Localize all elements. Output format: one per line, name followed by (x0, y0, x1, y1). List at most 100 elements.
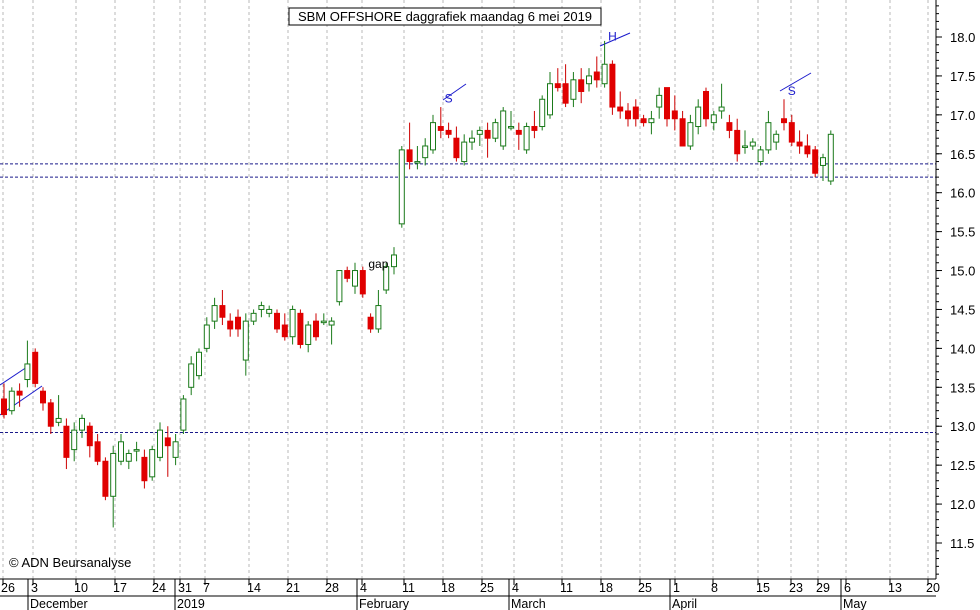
trend-line-s-left (442, 83, 467, 101)
candle (461, 134, 468, 166)
candle (445, 122, 452, 139)
candle (554, 68, 561, 92)
candle (703, 87, 709, 127)
candle-body (664, 87, 670, 120)
candle-body (640, 118, 647, 124)
candle (328, 317, 335, 345)
x-tick-label: 17 (113, 581, 127, 595)
candle-body (671, 110, 678, 120)
candle-body (336, 270, 343, 303)
candle (219, 290, 226, 326)
y-tick-label: 14.0 (950, 341, 975, 356)
annotation-label: S (788, 84, 796, 98)
candle-body (258, 305, 265, 310)
candle-body (609, 63, 616, 108)
candle-body (414, 161, 421, 164)
candle (687, 114, 694, 150)
candle-body (8, 390, 15, 412)
copyright-text: © ADN Beursanalyse (9, 555, 131, 570)
candle (656, 87, 663, 119)
candle-body (515, 129, 522, 135)
candle (734, 118, 741, 162)
month-label: February (359, 597, 410, 610)
candle (664, 87, 670, 127)
candle-body (16, 390, 23, 396)
candle-body (320, 320, 327, 324)
candle (16, 383, 23, 407)
candle-body (656, 94, 663, 108)
x-tick-label: 23 (789, 581, 803, 595)
candle (383, 262, 390, 294)
candle (313, 313, 319, 341)
candle (157, 422, 163, 462)
candle-body (422, 145, 429, 159)
candle-body (352, 270, 358, 287)
annotation-label: H (608, 29, 617, 43)
candle (500, 107, 507, 150)
candle-body (726, 122, 733, 131)
candle-body (430, 122, 436, 151)
candle-body (172, 441, 179, 458)
annotations: gap S H S (368, 29, 795, 271)
candle-body (703, 90, 709, 120)
y-tick-label: 16.0 (950, 186, 975, 201)
annotation-label: S (445, 92, 453, 106)
x-tick-label: 25 (480, 581, 494, 595)
candle (648, 110, 655, 135)
candle (79, 414, 85, 438)
candle (258, 301, 265, 318)
candle-body (375, 305, 382, 330)
candle (172, 434, 179, 466)
candle (710, 110, 717, 131)
candle (55, 395, 62, 427)
candle-body (578, 79, 585, 92)
candle (336, 270, 343, 306)
candle (523, 122, 530, 154)
candle-body (94, 441, 101, 462)
candle (578, 68, 585, 104)
y-axis: 11.5 12.0 12.5 13.0 13.5 14.0 14.5 15.0 15.5 16.0… (936, 5, 975, 575)
month-label: March (511, 597, 546, 610)
candle (422, 138, 429, 166)
candle-body (79, 417, 85, 431)
chart-title-box: SBM OFFSHORE daggrafiek maandag 6 mei 20… (288, 7, 602, 26)
candle (375, 290, 382, 333)
candle (781, 99, 787, 131)
candle (812, 145, 819, 178)
chart-title: SBM OFFSHORE daggrafiek maandag 6 mei 20… (298, 9, 592, 24)
y-tick-label: 15.0 (950, 264, 975, 279)
candle-body (570, 79, 577, 100)
candle-body (796, 141, 803, 147)
candle-body (32, 351, 39, 384)
candle (788, 114, 795, 146)
x-tick-label: 31 (178, 581, 192, 595)
candle (601, 40, 608, 88)
candle (398, 145, 405, 228)
y-tick-label: 16.5 (950, 147, 975, 162)
candle-body (781, 118, 787, 124)
candle-body (71, 429, 78, 451)
y-tick-label: 18.0 (950, 30, 975, 45)
x-tick-label: 11 (402, 581, 415, 595)
candle-body (648, 118, 655, 124)
candle-body (804, 145, 811, 155)
candle (749, 138, 756, 150)
candle-body (289, 308, 296, 338)
candle (196, 348, 202, 380)
x-tick-label: 18 (599, 581, 613, 595)
candle (164, 426, 171, 477)
candle-body (593, 71, 600, 81)
x-tick-label: 13 (888, 581, 902, 595)
candle (149, 445, 156, 481)
candle (71, 422, 78, 462)
candle-body (102, 460, 109, 497)
candle-body (344, 270, 351, 279)
candle-body (266, 308, 273, 314)
candle (102, 457, 109, 501)
candle (414, 145, 421, 170)
x-tick-label: 4 (360, 581, 367, 595)
y-tick-label: 17.0 (950, 108, 975, 123)
candle-body (47, 402, 54, 427)
candle (742, 130, 748, 154)
candle-body (250, 312, 257, 322)
